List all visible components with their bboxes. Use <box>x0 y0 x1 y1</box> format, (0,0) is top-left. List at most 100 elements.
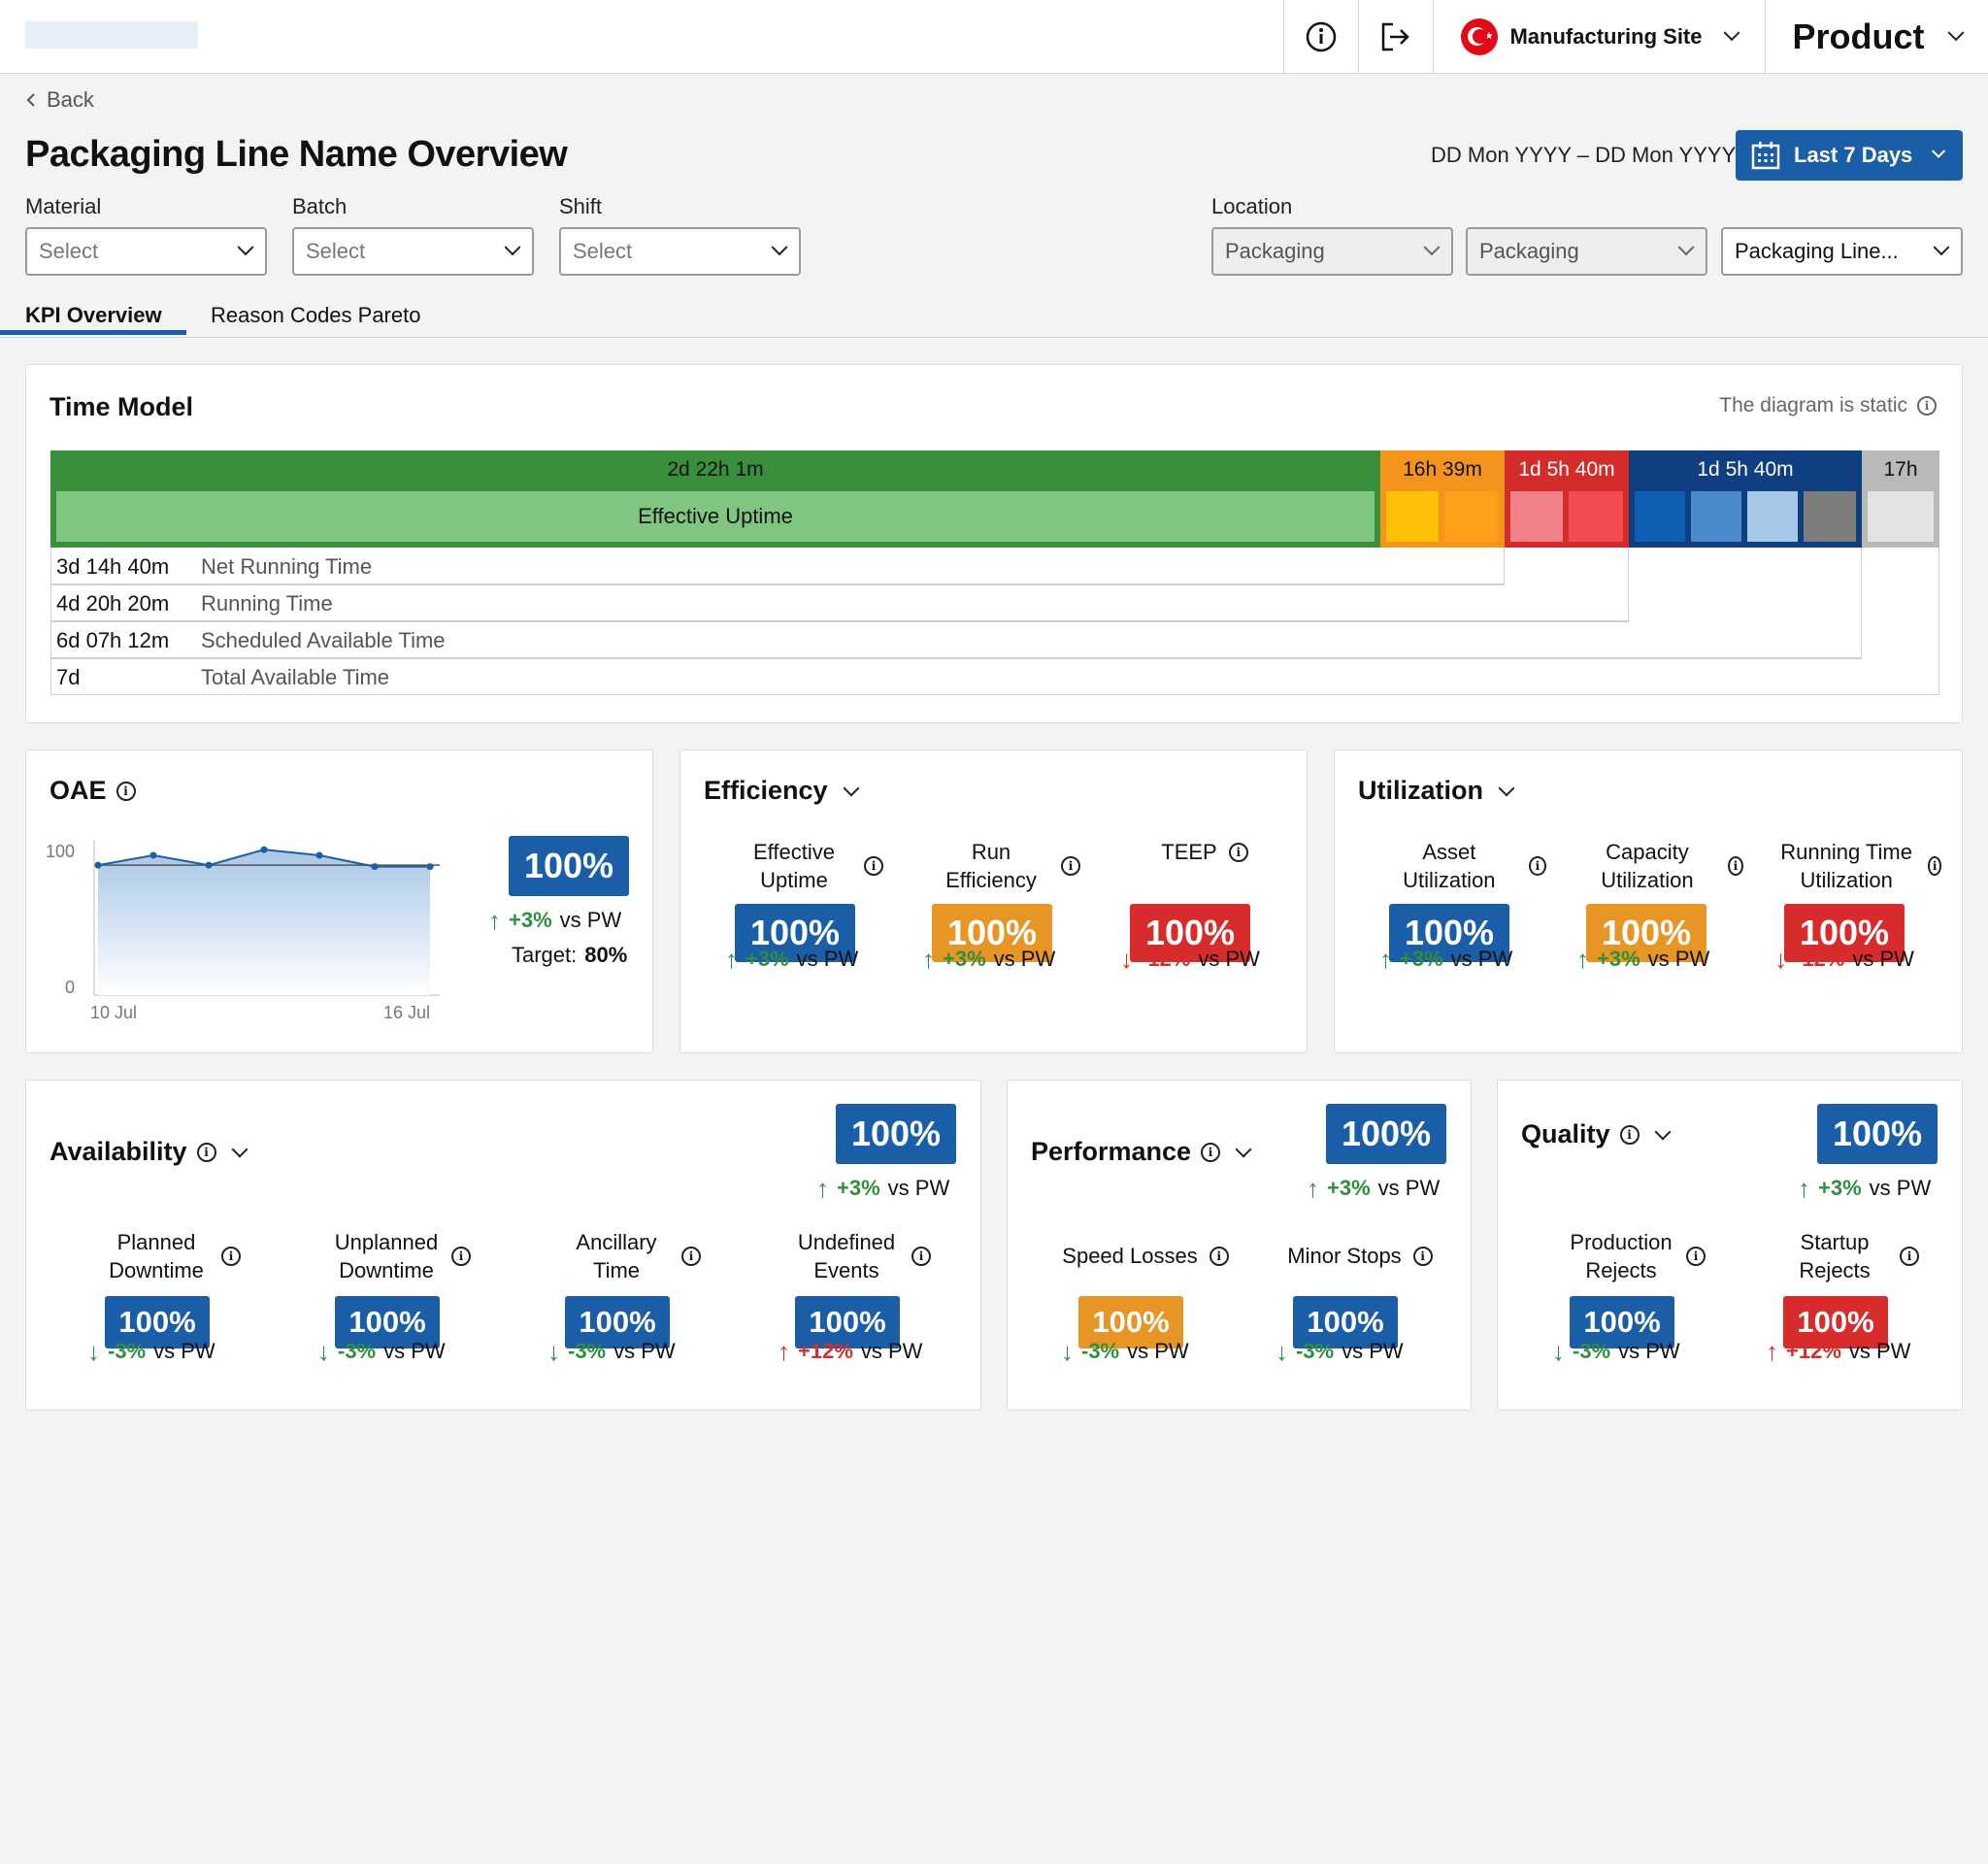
info-icon[interactable]: i <box>1528 856 1546 876</box>
info-icon[interactable]: i <box>1209 1246 1229 1266</box>
chevron-down-icon <box>1498 780 1515 796</box>
period-selector-button[interactable]: Last 7 Days <box>1736 130 1963 181</box>
performance-value-badge: 100% <box>1326 1104 1446 1164</box>
info-icon[interactable]: i <box>1061 856 1080 876</box>
info-icon[interactable]: i <box>1619 1124 1640 1145</box>
metric-value-badge: 100% <box>1570 1296 1674 1348</box>
metric-label: TEEP i <box>1122 838 1287 866</box>
batch-label: Batch <box>292 194 348 218</box>
delta-value: -12% <box>1141 947 1191 971</box>
metric-label-text: Planned Downtime <box>109 1230 204 1282</box>
row-value: 6d 07h 12m <box>56 628 170 652</box>
info-icon[interactable]: i <box>681 1247 701 1266</box>
metric-label-text: Ancillary Time <box>576 1230 657 1282</box>
delta-vs: vs PW <box>153 1339 215 1363</box>
segment-effective-uptime: 2d 22h 1m Effective Uptime <box>50 450 1380 548</box>
delta-vs: vs PW <box>559 908 622 932</box>
metric-delta: ↓ -3% vs PW <box>1276 1339 1404 1364</box>
info-icon[interactable]: i <box>1900 1247 1919 1266</box>
delta-value: -3% <box>338 1339 377 1363</box>
oae-data-point <box>205 861 213 869</box>
delta-value: +3% <box>1818 1176 1862 1200</box>
metric-delta: ↑ +12% vs PW <box>1766 1339 1910 1364</box>
time-model-title: Time Model <box>50 392 194 421</box>
oae-data-point <box>371 863 379 871</box>
info-icon[interactable]: i <box>1686 1247 1706 1266</box>
metric-value-badge: 100% <box>1783 1296 1888 1348</box>
metric-value-badge: 100% <box>1389 904 1509 962</box>
info-icon[interactable]: i <box>1917 396 1937 416</box>
info-icon[interactable]: i <box>864 856 883 876</box>
arrow-down-icon: ↓ <box>87 1337 100 1366</box>
effective-uptime-bar: Effective Uptime <box>56 491 1375 542</box>
delta-value: -3% <box>1573 1339 1611 1363</box>
info-icon[interactable]: i <box>911 1247 931 1266</box>
delta-value: -3% <box>568 1339 607 1363</box>
tab-kpi-overview[interactable]: KPI Overview <box>25 303 162 327</box>
material-select-value: Select <box>39 239 99 263</box>
info-icon[interactable]: i <box>1201 1142 1221 1162</box>
material-select[interactable]: Select <box>25 227 267 276</box>
metric-delta: ↑ +3% vs PW <box>725 947 858 972</box>
info-icon[interactable]: i <box>196 1142 216 1162</box>
segment-block <box>1804 491 1856 542</box>
arrow-up-icon: ↑ <box>488 906 501 935</box>
logo <box>25 21 198 49</box>
metric-value-badge: 100% <box>735 904 855 962</box>
row-name: Scheduled Available Time <box>201 628 446 652</box>
info-icon <box>1306 21 1337 52</box>
material-label: Material <box>25 194 102 218</box>
metric-label-text: TEEP <box>1161 840 1217 864</box>
info-icon[interactable]: i <box>116 781 136 801</box>
metric-delta: ↓ -3% vs PW <box>1061 1339 1189 1364</box>
info-icon[interactable]: i <box>451 1247 471 1266</box>
back-link[interactable]: Back <box>25 87 94 113</box>
availability-title[interactable]: Availability i <box>50 1137 251 1167</box>
arrow-down-icon: ↓ <box>547 1337 560 1366</box>
metric-label-text: Speed Losses <box>1062 1244 1198 1268</box>
location-select-department[interactable]: Packaging <box>1466 227 1707 276</box>
utilization-title[interactable]: Utilization <box>1358 776 1518 806</box>
batch-select[interactable]: Select <box>292 227 534 276</box>
segment-block <box>1691 491 1741 542</box>
performance-title[interactable]: Performance i <box>1031 1137 1255 1167</box>
chevron-down-icon <box>504 239 521 256</box>
oae-title-text: OAE <box>50 776 107 805</box>
segment-block <box>1747 491 1798 542</box>
quality-delta: ↑ +3% vs PW <box>1798 1176 1931 1201</box>
info-icon[interactable]: i <box>1727 856 1743 876</box>
info-icon[interactable]: i <box>1228 842 1248 862</box>
metric-label: Running Time Utilization i <box>1776 838 1941 894</box>
segment-label: 17h <box>1883 458 1918 481</box>
info-icon[interactable]: i <box>221 1247 241 1266</box>
info-icon[interactable]: i <box>1928 856 1941 876</box>
shift-select[interactable]: Select <box>559 227 801 276</box>
location-select-line[interactable]: Packaging Line... <box>1721 227 1963 276</box>
metric-value-badge: 100% <box>1293 1296 1398 1348</box>
oae-target: Target: 80% <box>512 943 627 968</box>
metric-label: Run Efficiency i <box>924 838 1089 894</box>
info-icon[interactable]: i <box>1412 1246 1433 1266</box>
metric-label-text: Minor Stops <box>1287 1244 1402 1268</box>
info-button[interactable] <box>1283 0 1358 74</box>
efficiency-title[interactable]: Efficiency <box>704 776 863 806</box>
oae-area <box>98 849 430 995</box>
delta-value: -12% <box>1795 947 1845 971</box>
chevron-down-icon <box>1947 24 1964 42</box>
metric-delta: ↓ -3% vs PW <box>317 1339 446 1364</box>
chevron-down-icon <box>771 239 788 256</box>
time-model-diagram: 2d 22h 1m Effective Uptime 16h 39m 1d 5h… <box>50 450 1939 699</box>
logout-button[interactable] <box>1358 0 1433 74</box>
quality-title[interactable]: Quality i <box>1521 1119 1674 1149</box>
tab-reason-codes-pareto[interactable]: Reason Codes Pareto <box>211 303 421 327</box>
time-model-card: Time Model The diagram is static i 2d 22… <box>25 364 1963 723</box>
delta-vs: vs PW <box>887 1176 950 1200</box>
delta-value: +12% <box>798 1339 853 1363</box>
segment-block <box>1386 491 1439 542</box>
location-select-area[interactable]: Packaging <box>1211 227 1453 276</box>
site-selector[interactable]: ★ Manufacturing Site <box>1433 0 1765 74</box>
metric-label-text: Effective Uptime <box>753 840 835 892</box>
delta-value: +3% <box>1327 1176 1371 1200</box>
oae-chart: 100 0 10 Jul 16 Jul <box>46 840 440 1022</box>
product-selector[interactable]: Product <box>1765 0 1988 74</box>
